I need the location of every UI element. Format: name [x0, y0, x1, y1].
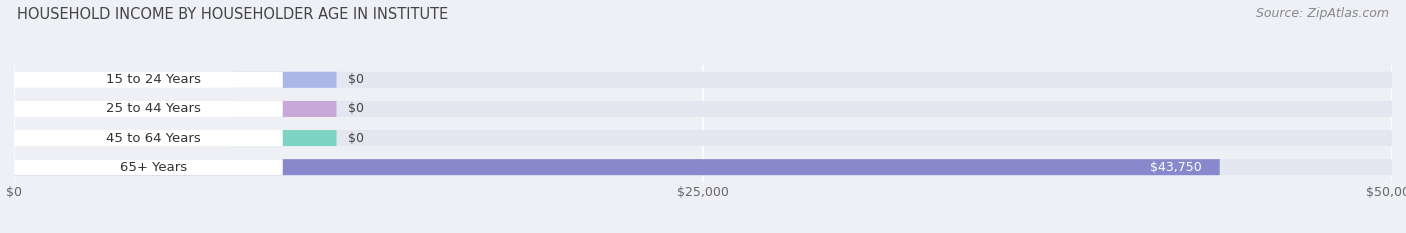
FancyBboxPatch shape [14, 72, 283, 88]
Text: $43,750: $43,750 [1150, 161, 1202, 174]
Text: $0: $0 [347, 132, 364, 144]
Text: 25 to 44 Years: 25 to 44 Years [107, 103, 201, 115]
Text: 15 to 24 Years: 15 to 24 Years [107, 73, 201, 86]
Text: 65+ Years: 65+ Years [121, 161, 187, 174]
FancyBboxPatch shape [14, 101, 283, 117]
Text: 45 to 64 Years: 45 to 64 Years [107, 132, 201, 144]
Text: $0: $0 [347, 73, 364, 86]
FancyBboxPatch shape [235, 130, 336, 146]
FancyBboxPatch shape [14, 159, 1220, 175]
FancyBboxPatch shape [235, 72, 336, 88]
FancyBboxPatch shape [14, 130, 283, 146]
Text: Source: ZipAtlas.com: Source: ZipAtlas.com [1256, 7, 1389, 20]
FancyBboxPatch shape [14, 159, 283, 175]
Text: $0: $0 [347, 103, 364, 115]
FancyBboxPatch shape [235, 101, 336, 117]
FancyBboxPatch shape [14, 101, 1392, 117]
Text: HOUSEHOLD INCOME BY HOUSEHOLDER AGE IN INSTITUTE: HOUSEHOLD INCOME BY HOUSEHOLDER AGE IN I… [17, 7, 449, 22]
FancyBboxPatch shape [14, 159, 1392, 175]
FancyBboxPatch shape [14, 130, 1392, 146]
FancyBboxPatch shape [14, 72, 1392, 88]
